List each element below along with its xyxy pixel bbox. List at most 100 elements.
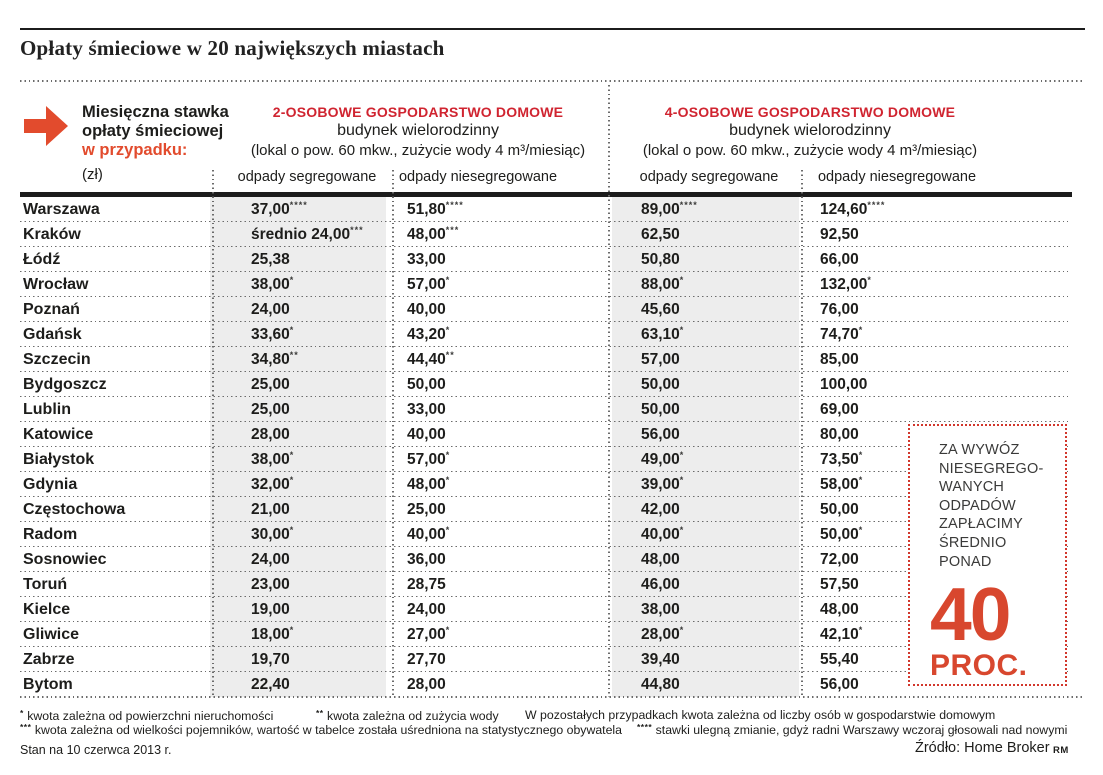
column-divider <box>801 170 803 697</box>
fee-value-cell: 46,00 <box>608 576 801 594</box>
fee-value: 38,00 <box>251 451 290 468</box>
fee-value: 48,00 <box>820 600 859 618</box>
fee-value-cell: 34,80** <box>210 350 392 369</box>
fee-value: 34,80 <box>251 351 290 368</box>
city-label: Warszawa <box>23 200 100 218</box>
footnote-reference: * <box>445 525 451 535</box>
table-row: Częstochowa 21,00 25,00 42,00 50,00 <box>20 497 1068 523</box>
footnote-marker: ** <box>316 708 324 718</box>
fee-value-cell: 25,00 <box>210 376 392 394</box>
fee-value-cell: 44,40** <box>392 350 608 369</box>
table-row: Wrocław 38,00* 57,00* 88,00* 132,00* <box>20 272 1068 298</box>
fee-value: 42,00 <box>641 500 680 518</box>
footnote-reference: *** <box>350 225 364 235</box>
callout-big-label: PROC. <box>930 649 1028 683</box>
fee-value: 50,80 <box>641 250 680 268</box>
fee-value: 24,00 <box>251 300 290 318</box>
fee-value-cell: 25,00 <box>210 401 392 419</box>
intro-line: opłaty śmieciowej <box>82 122 224 140</box>
fee-value-cell: 132,00* <box>801 275 1068 294</box>
fee-value: 19,00 <box>251 600 290 618</box>
fee-value-cell: 55,40 <box>801 651 1068 669</box>
fee-value-cell: 50,00 <box>608 401 801 419</box>
fee-value: 28,00 <box>407 675 446 693</box>
fee-value: 33,60 <box>251 326 290 343</box>
fee-value: 25,00 <box>407 500 446 518</box>
callout-big-number: 40 <box>930 572 1011 657</box>
fees-table: Warszawa 37,00**** 51,80**** 89,00**** 124,6… <box>20 197 1068 697</box>
table-row: Zabrze 19,70 27,70 39,40 55,40 <box>20 647 1068 673</box>
fee-value: 48,00 <box>407 226 446 243</box>
fee-value-cell: 21,00 <box>210 501 392 519</box>
fee-value: 18,00 <box>251 626 290 643</box>
fee-value: 40,00 <box>407 425 446 443</box>
fee-value: 37,00 <box>251 201 290 218</box>
fee-value-cell: 25,38 <box>210 251 392 269</box>
city-label: Bydgoszcz <box>23 375 107 393</box>
callout-text-line: WANYCH <box>939 479 1005 496</box>
fee-value-cell: 28,75 <box>392 576 608 594</box>
footnote-reference: * <box>445 275 451 285</box>
footnote-reference: **** <box>445 200 464 210</box>
callout-text-line: PONAD <box>939 553 992 570</box>
footnote-text: W pozostałych przypadkach kwota zależna … <box>525 708 996 722</box>
table-row: Gdynia 32,00* 48,00* 39,00* 58,00* <box>20 472 1068 498</box>
footnote: W pozostałych przypadkach kwota zależna … <box>525 708 995 722</box>
footnote-reference: ** <box>289 350 299 360</box>
fee-value: 124,60 <box>820 201 868 218</box>
footnote: *** kwota zależna od wielkości pojemnikó… <box>20 722 622 737</box>
footnote-marker: **** <box>637 722 653 732</box>
footnote-reference: * <box>679 450 685 460</box>
fee-value: 50,00 <box>820 526 859 543</box>
fee-value: 48,00 <box>407 476 446 493</box>
fee-value-cell: 23,00 <box>210 576 392 594</box>
fee-value-cell: 38,00* <box>210 275 392 294</box>
fee-value-cell: 48,00 <box>608 551 801 569</box>
fee-value-cell: 39,00* <box>608 475 801 494</box>
callout-text-line: ZA WYWÓZ <box>939 442 1020 458</box>
city-label: Lublin <box>23 400 71 418</box>
intro-line-accent: w przypadku: <box>82 141 188 159</box>
fee-value: 40,00 <box>407 300 446 318</box>
column-header-segregated-2p: odpady segregowane <box>237 169 377 185</box>
table-row: Łódź 25,38 33,00 50,80 66,00 <box>20 247 1068 273</box>
city-label: Gliwice <box>23 625 80 643</box>
fee-value-cell: 18,00* <box>210 625 392 644</box>
footnote-reference: * <box>445 450 451 460</box>
fee-value: 42,10 <box>820 626 859 643</box>
city-label: Katowice <box>23 425 94 443</box>
fee-value-cell: 56,00 <box>801 676 1068 694</box>
fee-value-cell: 85,00 <box>801 351 1068 369</box>
footnote: **** stawki ulegną zmianie, gdyż radni W… <box>637 722 1067 737</box>
fee-value: 28,75 <box>407 575 446 593</box>
fee-value: 72,00 <box>820 550 859 568</box>
footnote-reference: * <box>289 475 295 485</box>
fee-value-cell: 66,00 <box>801 251 1068 269</box>
fee-value: 63,10 <box>641 326 680 343</box>
status-date: Stan na 10 czerwca 2013 r. <box>20 743 172 757</box>
group-divider <box>608 85 610 697</box>
fee-value-cell: 49,00* <box>608 450 801 469</box>
fee-value-cell: 33,00 <box>392 251 608 269</box>
city-label: Kraków <box>23 225 81 243</box>
callout-text-line: ZAPŁACIMY <box>939 516 1023 533</box>
fee-value-cell: 76,00 <box>801 301 1068 319</box>
table-row: Warszawa 37,00**** 51,80**** 89,00**** 124,6… <box>20 197 1068 223</box>
fee-value: 58,00 <box>820 476 859 493</box>
city-label: Toruń <box>23 575 68 593</box>
fee-value-cell: 36,00 <box>392 551 608 569</box>
fee-value: 44,80 <box>641 675 680 693</box>
group-title: 4-OSOBOWE GOSPODARSTWO DOMOWE <box>664 104 956 120</box>
intro-line: Miesięczna stawka <box>82 103 229 121</box>
group-subtitle: budynek wielorodzinny <box>729 122 891 139</box>
fee-value-cell: 28,00 <box>392 676 608 694</box>
fee-value: 57,00 <box>407 276 446 293</box>
footnote-text: stawki ulegną zmianie, gdyż radni Warsza… <box>655 723 1068 737</box>
fee-value: 36,00 <box>407 550 446 568</box>
fee-value-cell: 100,00 <box>801 376 1068 394</box>
footnote-text: kwota zależna od powierzchni nieruchomoś… <box>27 709 274 723</box>
fee-value-cell: 50,00 <box>392 376 608 394</box>
footnote-reference: * <box>445 625 451 635</box>
fee-value: 89,00 <box>641 201 680 218</box>
fee-value-cell: 50,00* <box>801 525 1068 544</box>
